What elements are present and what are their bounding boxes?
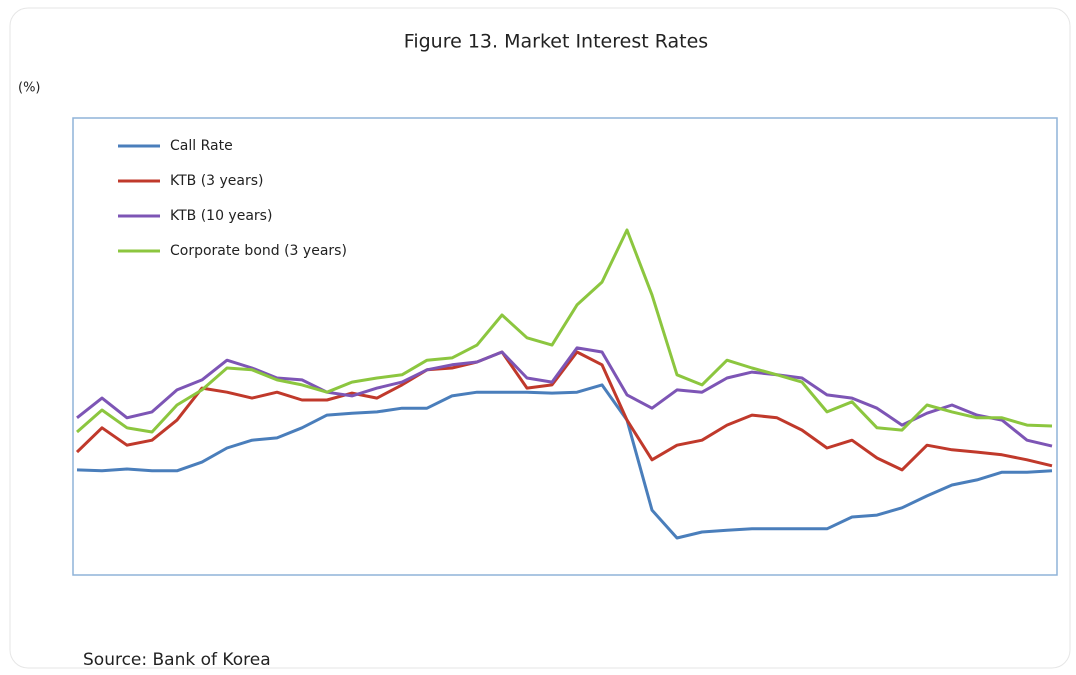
series-line <box>76 383 1053 540</box>
series-line <box>76 228 1053 434</box>
y-label: (%) <box>18 81 41 96</box>
chart-title: Figure 13. Market Interest Rates <box>404 31 708 53</box>
series-line <box>75 350 1053 472</box>
source: Source: Bank of Korea <box>83 650 271 670</box>
panel <box>9 7 1071 669</box>
legend-label: KTB (3 years) <box>170 173 264 189</box>
legend-label: KTB (10 years) <box>170 208 272 224</box>
plot-area <box>72 117 1058 576</box>
legend-label: Call Rate <box>170 138 233 154</box>
series-line <box>76 346 1053 448</box>
legend-label: Corporate bond (3 years) <box>170 243 347 259</box>
